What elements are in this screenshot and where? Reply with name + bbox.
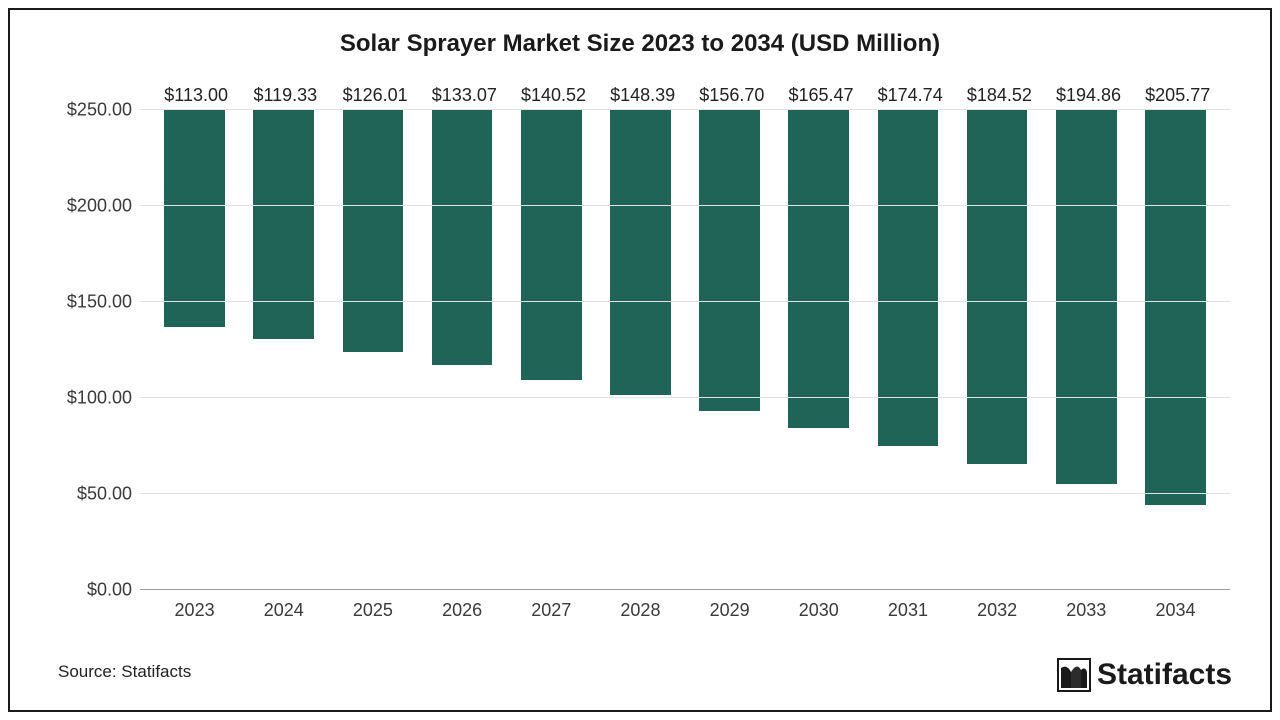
gridline bbox=[140, 109, 1230, 110]
xtick-label: 2033 bbox=[1066, 600, 1106, 621]
xtick-label: 2025 bbox=[353, 600, 393, 621]
bar-slot: $133.072026 bbox=[418, 110, 507, 590]
bar-value-label: $165.47 bbox=[788, 85, 853, 106]
ytick-label: $250.00 bbox=[67, 100, 140, 121]
gridline bbox=[140, 301, 1230, 302]
bar: $119.33 bbox=[253, 110, 314, 339]
xtick-label: 2032 bbox=[977, 600, 1017, 621]
bar-slot: $156.702029 bbox=[685, 110, 774, 590]
bar-slot: $140.522027 bbox=[507, 110, 596, 590]
bar-slot: $119.332024 bbox=[239, 110, 328, 590]
brand-logo: Statifacts bbox=[1057, 658, 1232, 692]
statifacts-icon bbox=[1057, 658, 1091, 692]
bar-value-label: $119.33 bbox=[253, 85, 317, 106]
bar-value-label: $133.07 bbox=[432, 85, 497, 106]
bar: $126.01 bbox=[343, 110, 404, 352]
bar-value-label: $140.52 bbox=[521, 85, 586, 106]
chart-title: Solar Sprayer Market Size 2023 to 2034 (… bbox=[10, 30, 1270, 58]
bar-slot: $165.472030 bbox=[774, 110, 863, 590]
source-text: Source: Statifacts bbox=[58, 662, 191, 682]
xtick-label: 2028 bbox=[620, 600, 660, 621]
bar-value-label: $184.52 bbox=[967, 85, 1032, 106]
bar: $194.86 bbox=[1056, 110, 1117, 484]
ytick-label: $50.00 bbox=[77, 484, 140, 505]
bar-slot: $113.002023 bbox=[150, 110, 239, 590]
bar: $148.39 bbox=[610, 110, 671, 395]
bar-slot: $174.742031 bbox=[863, 110, 952, 590]
bar-container: $113.002023$119.332024$126.012025$133.07… bbox=[140, 110, 1230, 590]
brand-text: Statifacts bbox=[1097, 658, 1232, 692]
bar-slot: $184.522032 bbox=[953, 110, 1042, 590]
bar-slot: $126.012025 bbox=[328, 110, 417, 590]
bar: $133.07 bbox=[432, 110, 493, 365]
ytick-label: $200.00 bbox=[67, 196, 140, 217]
xtick-label: 2030 bbox=[799, 600, 839, 621]
bar-value-label: $174.74 bbox=[878, 85, 943, 106]
xtick-label: 2027 bbox=[531, 600, 571, 621]
ytick-label: $150.00 bbox=[67, 292, 140, 313]
bar: $140.52 bbox=[521, 110, 582, 380]
xtick-label: 2031 bbox=[888, 600, 928, 621]
bar-value-label: $113.00 bbox=[164, 85, 228, 106]
bar-value-label: $148.39 bbox=[610, 85, 675, 106]
bar: $184.52 bbox=[967, 110, 1028, 464]
bar-slot: $205.772034 bbox=[1131, 110, 1220, 590]
gridline bbox=[140, 589, 1230, 590]
xtick-label: 2034 bbox=[1155, 600, 1195, 621]
chart-frame: Solar Sprayer Market Size 2023 to 2034 (… bbox=[8, 8, 1272, 712]
bar-value-label: $126.01 bbox=[343, 85, 408, 106]
bar-value-label: $194.86 bbox=[1056, 85, 1121, 106]
bar: $205.77 bbox=[1145, 110, 1206, 505]
ytick-label: $0.00 bbox=[87, 580, 140, 601]
plot-area: $113.002023$119.332024$126.012025$133.07… bbox=[140, 110, 1230, 590]
bar-slot: $194.862033 bbox=[1042, 110, 1131, 590]
bar: $156.70 bbox=[699, 110, 760, 411]
bar: $174.74 bbox=[878, 110, 939, 446]
xtick-label: 2023 bbox=[175, 600, 215, 621]
bar-value-label: $205.77 bbox=[1145, 85, 1210, 106]
xtick-label: 2029 bbox=[710, 600, 750, 621]
xtick-label: 2024 bbox=[264, 600, 304, 621]
ytick-label: $100.00 bbox=[67, 388, 140, 409]
bar: $113.00 bbox=[164, 110, 225, 327]
bar-slot: $148.392028 bbox=[596, 110, 685, 590]
gridline bbox=[140, 205, 1230, 206]
gridline bbox=[140, 493, 1230, 494]
gridline bbox=[140, 397, 1230, 398]
bar: $165.47 bbox=[788, 110, 849, 428]
bar-value-label: $156.70 bbox=[699, 85, 764, 106]
xtick-label: 2026 bbox=[442, 600, 482, 621]
